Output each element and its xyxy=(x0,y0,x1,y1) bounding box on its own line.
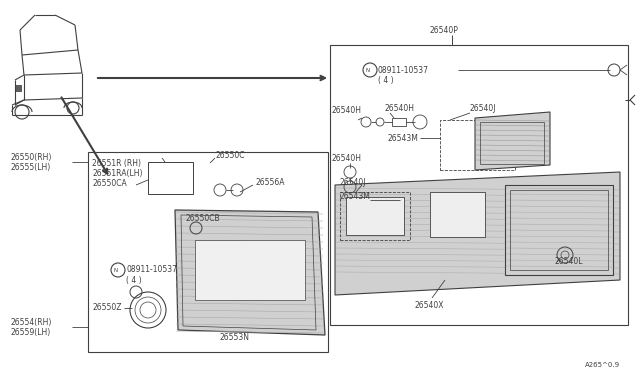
Text: 26553N: 26553N xyxy=(220,334,250,343)
Bar xyxy=(88,152,328,352)
Bar xyxy=(480,122,544,164)
Text: 26550Z: 26550Z xyxy=(92,304,122,312)
Text: 26540H: 26540H xyxy=(385,103,415,112)
Text: 26550CA: 26550CA xyxy=(92,179,127,187)
Text: 26540J: 26540J xyxy=(340,177,367,186)
Bar xyxy=(392,118,406,126)
Polygon shape xyxy=(475,112,550,170)
Bar xyxy=(440,120,515,170)
Text: 26550CB: 26550CB xyxy=(185,214,220,222)
Bar xyxy=(430,192,485,237)
Text: 26540L: 26540L xyxy=(555,257,584,266)
Text: ( 4 ): ( 4 ) xyxy=(378,76,394,84)
Bar xyxy=(148,162,193,194)
Text: 26556A: 26556A xyxy=(255,177,285,186)
Text: N: N xyxy=(366,67,370,73)
Bar xyxy=(330,45,628,325)
Bar xyxy=(346,197,404,235)
Text: 26540J: 26540J xyxy=(470,103,497,112)
Text: 26559(LH): 26559(LH) xyxy=(10,327,51,337)
Text: 26543M: 26543M xyxy=(340,192,371,201)
Text: 26540H: 26540H xyxy=(332,106,362,115)
Text: 26554(RH): 26554(RH) xyxy=(10,317,51,327)
Text: 26551R (RH): 26551R (RH) xyxy=(92,158,141,167)
Text: 08911-10537: 08911-10537 xyxy=(378,65,429,74)
Text: 26543M: 26543M xyxy=(388,134,419,142)
Text: ( 4 ): ( 4 ) xyxy=(126,276,141,285)
Text: 26551RA(LH): 26551RA(LH) xyxy=(92,169,143,177)
Bar xyxy=(195,240,305,300)
Text: 26540P: 26540P xyxy=(430,26,459,35)
Bar xyxy=(340,192,410,240)
Text: 26550(RH): 26550(RH) xyxy=(10,153,51,161)
Text: N: N xyxy=(114,267,118,273)
Text: 08911-10537: 08911-10537 xyxy=(126,266,177,275)
Text: A265^0.9: A265^0.9 xyxy=(585,362,620,368)
Text: 26555(LH): 26555(LH) xyxy=(10,163,51,171)
Text: 26550C: 26550C xyxy=(215,151,244,160)
Bar xyxy=(505,185,613,275)
Bar xyxy=(510,190,608,270)
Polygon shape xyxy=(175,210,325,335)
Text: 26540H: 26540H xyxy=(332,154,362,163)
Text: 26540X: 26540X xyxy=(415,301,445,310)
Polygon shape xyxy=(335,172,620,295)
